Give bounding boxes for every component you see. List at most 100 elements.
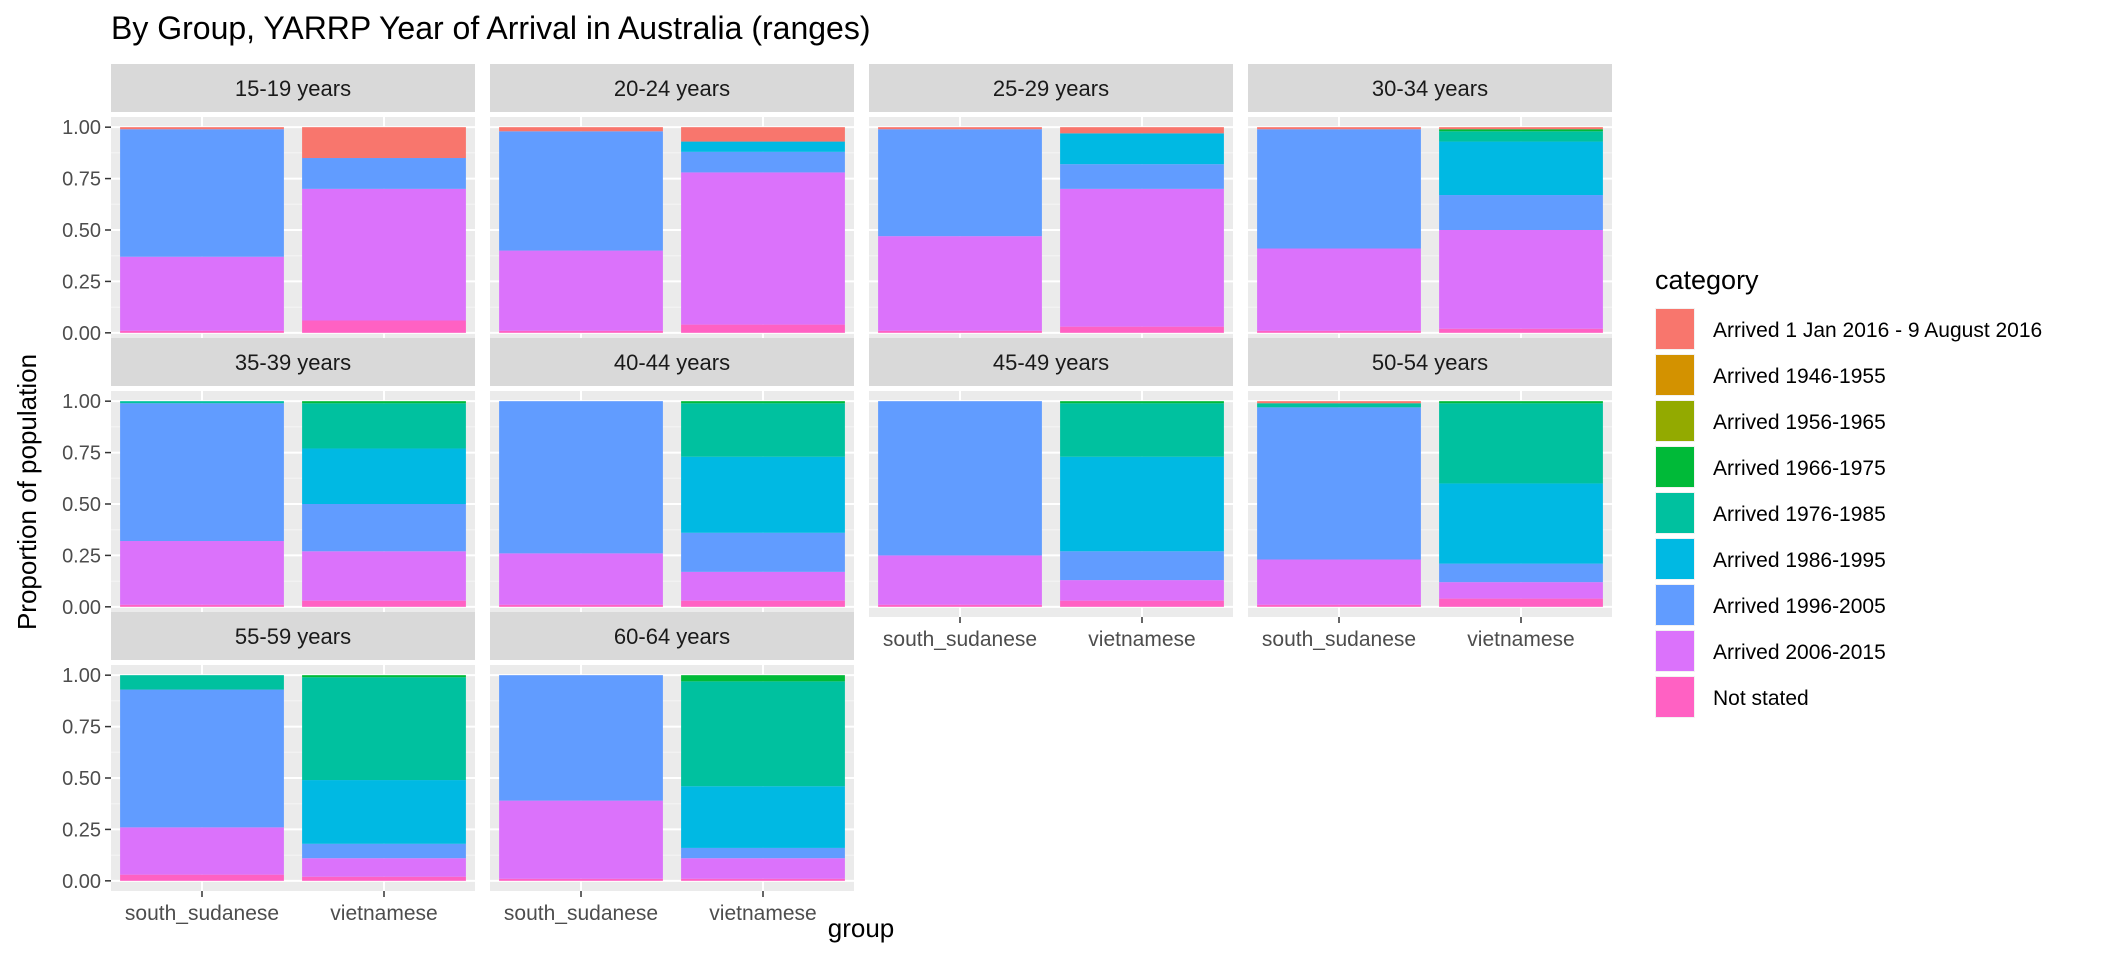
facet-strip-label: 30-34 years <box>1372 76 1488 101</box>
bar-segment <box>681 127 845 142</box>
facet-strip-label: 55-59 years <box>235 624 351 649</box>
bar-segment <box>120 129 284 257</box>
facet-strip <box>1248 64 1612 112</box>
bar-segment <box>681 571 845 601</box>
bar-segment <box>120 256 284 331</box>
legend-item: Not stated <box>1655 676 1809 718</box>
chart-title: By Group, YARRP Year of Arrival in Austr… <box>111 10 870 46</box>
bar-segment <box>120 401 284 404</box>
legend-label: Arrived 1 Jan 2016 - 9 August 2016 <box>1713 319 2042 342</box>
facet-strip-label: 45-49 years <box>993 350 1109 375</box>
bar-segment <box>681 403 845 457</box>
bar-segment <box>1257 129 1421 249</box>
bar-segment <box>1060 456 1224 552</box>
bar-segment <box>1060 127 1224 134</box>
bar-segment <box>1439 582 1603 599</box>
facet-panel: 25-29 years <box>869 64 1233 343</box>
bar-segment <box>1439 328 1603 333</box>
bar-segment <box>120 403 284 542</box>
y-tick-label: 0.50 <box>62 768 101 790</box>
y-tick-label: 0.75 <box>62 717 101 739</box>
bar-segment <box>681 141 845 152</box>
bar-segment <box>1439 598 1603 607</box>
x-tick-label: south_sudanese <box>125 902 279 925</box>
bar-segment <box>1060 133 1224 165</box>
x-tick-label: south_sudanese <box>883 628 1037 651</box>
y-tick-label: 0.00 <box>62 597 101 619</box>
facet-strip <box>869 64 1233 112</box>
bar-segment <box>1439 563 1603 583</box>
facet-strip-label: 60-64 years <box>614 624 730 649</box>
facet-strip-label: 25-29 years <box>993 76 1109 101</box>
bar-segment <box>1257 559 1421 605</box>
bar-segment <box>302 843 466 859</box>
legend-item: Arrived 1966-1975 <box>1655 446 1886 488</box>
x-tick-label: vietnamese <box>1088 628 1195 651</box>
bar-segment <box>681 675 845 682</box>
bar-segment <box>302 127 466 159</box>
bar-segment <box>878 401 1042 556</box>
bar-segment <box>681 324 845 333</box>
legend-label: Arrived 1946-1955 <box>1713 365 1886 388</box>
bar-segment <box>1060 551 1224 581</box>
bar-segment <box>120 330 284 333</box>
bar-segment <box>878 330 1042 333</box>
y-tick-label: 0.75 <box>62 443 101 465</box>
bar-segment <box>878 236 1042 331</box>
bar-segment <box>681 401 845 404</box>
legend: category Arrived 1 Jan 2016 - 9 August 2… <box>1655 265 2042 718</box>
bar-segment <box>681 172 845 325</box>
facet-panel: 20-24 years <box>490 64 854 343</box>
facet-strip-label: 40-44 years <box>614 350 730 375</box>
legend-swatch <box>1656 401 1694 441</box>
legend-label: Arrived 1986-1995 <box>1713 549 1886 572</box>
bar-segment <box>302 401 466 404</box>
bar-segment <box>1257 407 1421 560</box>
x-tick-label: vietnamese <box>330 902 437 925</box>
bar-segment <box>1439 403 1603 484</box>
facet-panel: 30-34 years <box>1248 64 1612 343</box>
bar-segment <box>302 320 466 333</box>
facet-strip-label: 35-39 years <box>235 350 351 375</box>
bar-segment <box>120 827 284 875</box>
y-axis-title: Proportion of population <box>12 354 42 630</box>
facet-panel: 50-54 years south_sudanese vietnamese <box>1248 338 1612 651</box>
bar-segment <box>499 250 663 331</box>
facet-panel: 45-49 years south_sudanese vietnamese <box>869 338 1233 651</box>
bar-segment <box>302 158 466 189</box>
legend-label: Arrived 1996-2005 <box>1713 595 1886 618</box>
legend-swatch <box>1656 585 1694 625</box>
bar-segment <box>1060 401 1224 404</box>
bar-segment <box>499 800 663 879</box>
bar-segment <box>499 553 663 605</box>
y-tick-label: 1.00 <box>62 117 101 139</box>
facet-strip <box>490 64 854 112</box>
bar-segment <box>499 604 663 607</box>
legend-label: Arrived 1976-1985 <box>1713 503 1886 526</box>
bar-segment <box>302 780 466 844</box>
legend-item: Arrived 1946-1955 <box>1655 354 1886 396</box>
legend-swatch <box>1656 493 1694 533</box>
bar-segment <box>1060 326 1224 333</box>
bar-segment <box>302 858 466 877</box>
bar-segment <box>1439 483 1603 564</box>
facet-panel: 55-59 years 0.00 0.25 0.50 0.75 1.00 south_sud… <box>62 612 475 925</box>
bar-segment <box>1257 127 1421 130</box>
bar-segment <box>120 874 284 881</box>
facet-strip <box>490 338 854 386</box>
bar-segment <box>878 129 1042 237</box>
facet-strip <box>869 338 1233 386</box>
legend-swatch <box>1656 539 1694 579</box>
facet-panel: 40-44 years <box>490 338 854 617</box>
legend-item: Arrived 1956-1965 <box>1655 400 1886 442</box>
bar-segment <box>878 555 1042 605</box>
bar-segment <box>1060 188 1224 327</box>
legend-swatch <box>1656 447 1694 487</box>
bar-segment <box>1257 401 1421 404</box>
bar-segment <box>1257 604 1421 607</box>
bar-segment <box>1257 403 1421 408</box>
bar-segment <box>1060 403 1224 457</box>
bar-segment <box>120 689 284 828</box>
